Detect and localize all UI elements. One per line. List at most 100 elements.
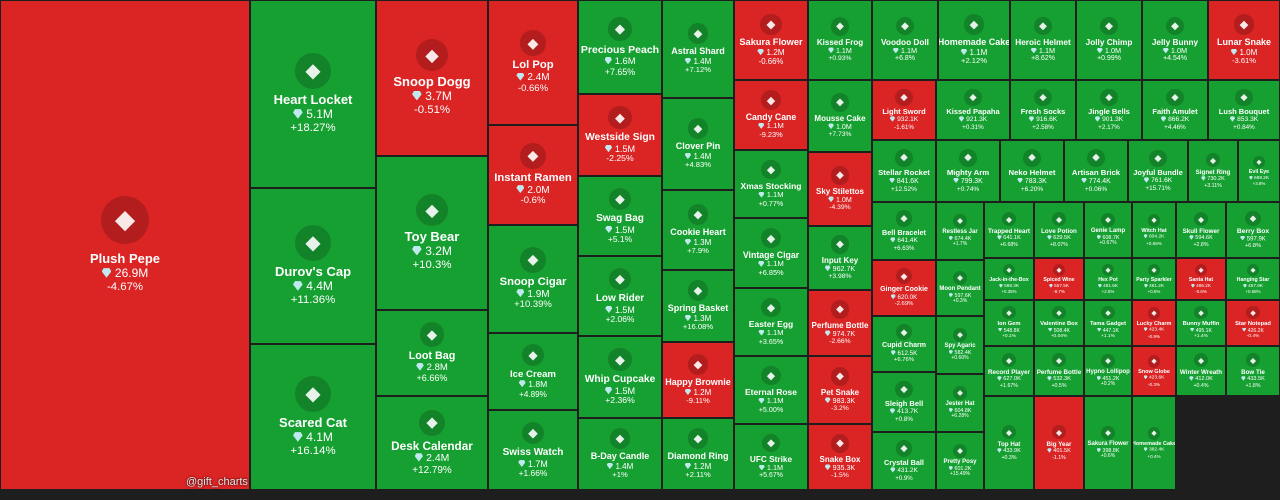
tile-toy-bear[interactable]: ◆ Toy Bear 3.2M +10.3% bbox=[376, 156, 488, 310]
tile-b-day-candle[interactable]: ◆ B-Day Candle 1.4M +1% bbox=[578, 418, 662, 490]
tile-value: 1.1M bbox=[1030, 46, 1055, 55]
tile-berry-box[interactable]: ◆ Berry Box 597.9K +6.8% bbox=[1226, 202, 1280, 258]
tile-sleigh-bell[interactable]: ◆ Sleigh Bell 413.7K +0.8% bbox=[872, 372, 936, 432]
tile-stellar-rocket[interactable]: ◆ Stellar Rocket 841.6K +12.52% bbox=[872, 140, 936, 202]
tile-eternal-rose[interactable]: ◆ Eternal Rose 1.1M +5.00% bbox=[734, 356, 808, 424]
tile-homemade-cake[interactable]: ◆ Homemade Cake 1.1M +2.12% bbox=[938, 0, 1010, 80]
tile-scared-cat[interactable]: ◆ Scared Cat 4.1M +16.14% bbox=[250, 344, 376, 490]
tile-top-hat[interactable]: ◆ Top Hat 433.9K +0.3% bbox=[984, 396, 1034, 490]
tile-swag-bag[interactable]: ◆ Swag Bag 1.5M +5.1% bbox=[578, 176, 662, 256]
tile-cupid-charm[interactable]: ◆ Cupid Charm 612.5K +6.76% bbox=[872, 316, 936, 372]
tile-tama-gadget[interactable]: ◆ Tama Gadget 447.1K +1.1% bbox=[1084, 300, 1132, 346]
tile-ufc-strike[interactable]: ◆ UFC Strike 1.1M +5.67% bbox=[734, 424, 808, 490]
tile-trapped-heart[interactable]: ◆ Trapped Heart 641.1K +6.68% bbox=[984, 202, 1034, 258]
tile-ice-cream[interactable]: ◆ Ice Cream 1.8M +4.89% bbox=[488, 333, 578, 410]
tile-hypno-lollipop[interactable]: ◆ Hypno Lollipop 451.2K +0.2% bbox=[1084, 346, 1132, 396]
tile-lucky-charm[interactable]: ◆ Lucky Charm 423.4K -0.9% bbox=[1132, 300, 1176, 346]
tile-bow-tie[interactable]: ◆ Bow Tie 433.5K +1.8% bbox=[1226, 346, 1280, 396]
tile-instant-ramen[interactable]: ◆ Instant Ramen 2.0M -0.6% bbox=[488, 125, 578, 225]
tile-snoop-cigar[interactable]: ◆ Snoop Cigar 1.9M +10.39% bbox=[488, 225, 578, 333]
tile-plush-pepe[interactable]: ◆ Plush Pepe 26.9M -4.67% bbox=[0, 0, 250, 490]
tile-valentine-box[interactable]: ◆ Valentine Box 508.4K +0.04% bbox=[1034, 300, 1084, 346]
tile-precious-peach[interactable]: ◆ Precious Peach 1.6M +7.65% bbox=[578, 0, 662, 94]
tile-snoop-dogg[interactable]: ◆ Snoop Dogg 3.7M -0.51% bbox=[376, 0, 488, 156]
tile-crystal-ball[interactable]: ◆ Crystal Ball 431.2K +0.9% bbox=[872, 432, 936, 490]
tile-kissed-frog[interactable]: ◆ Kissed Frog 1.1M +0.93% bbox=[808, 0, 872, 80]
tile-faith-amulet[interactable]: ◆ Faith Amulet 866.2K +4.46% bbox=[1142, 80, 1208, 140]
tile-joyful-bundle[interactable]: ◆ Joyful Bundle 761.6K +15.71% bbox=[1128, 140, 1188, 202]
tile-winter-wreath[interactable]: ◆ Winter Wreath 412.0K +0.4% bbox=[1176, 346, 1226, 396]
big-year-icon: ◆ bbox=[1051, 425, 1067, 440]
tile-snow-globe[interactable]: ◆ Snow Globe 423.6K -0.3% bbox=[1132, 346, 1176, 396]
tile-light-sword[interactable]: ◆ Light Sword 932.1K -1.61% bbox=[872, 80, 936, 140]
tile-input-key[interactable]: ◆ Input Key 962.7K +3.98% bbox=[808, 226, 872, 290]
tile-jester-hat[interactable]: ◆ Jester Hat 604.8K +6.28% bbox=[936, 374, 984, 432]
tile-easter-egg[interactable]: ◆ Easter Egg 1.1M +3.65% bbox=[734, 288, 808, 356]
tile-astral-shard[interactable]: ◆ Astral Shard 1.4M +7.12% bbox=[662, 0, 734, 98]
tile-moon-pendant[interactable]: ◆ Moon Pendant 597.6K +0.3% bbox=[936, 260, 984, 316]
tile-bell-bracelet[interactable]: ◆ Bell Bracelet 641.4K +6.63% bbox=[872, 202, 936, 260]
tile-restless-jar[interactable]: ◆ Restless Jar 674.4K +1.7% bbox=[936, 202, 984, 260]
tile-desk-calendar[interactable]: ◆ Desk Calendar 2.4M +12.79% bbox=[376, 396, 488, 490]
tile-low-rider[interactable]: ◆ Low Rider 1.5M +2.06% bbox=[578, 256, 662, 336]
diamond-icon bbox=[758, 397, 765, 404]
tile-perfume-bottle[interactable]: ◆ Perfume Bottle 532.3K +0.5% bbox=[1034, 346, 1084, 396]
tile-lunar-snake[interactable]: ◆ Lunar Snake 1.0M -3.61% bbox=[1208, 0, 1280, 80]
tile-mighty-arm[interactable]: ◆ Mighty Arm 799.3K +0.74% bbox=[936, 140, 1000, 202]
tile-jack-in-the-box[interactable]: ◆ Jack-in-the-Box 588.3K +0.35% bbox=[984, 258, 1034, 300]
tile-candy-cane[interactable]: ◆ Candy Cane 1.1M -9.23% bbox=[734, 80, 808, 150]
tile-lush-bouquet[interactable]: ◆ Lush Bouquet 853.3K +0.84% bbox=[1208, 80, 1280, 140]
tile-santa-hat[interactable]: ◆ Santa Hat 486.2K -0.6% bbox=[1176, 258, 1226, 300]
tile-cookie-heart[interactable]: ◆ Cookie Heart 1.3M +7.9% bbox=[662, 190, 734, 270]
tile-jelly-bunny[interactable]: ◆ Jelly Bunny 1.0M +4.54% bbox=[1142, 0, 1208, 80]
tile-durov-s-cap[interactable]: ◆ Durov's Cap 4.4M +11.36% bbox=[250, 188, 376, 344]
tile-party-sparkler[interactable]: ◆ Party Sparkler 461.2K +0.5% bbox=[1132, 258, 1176, 300]
tile-pretty-posy[interactable]: ◆ Pretty Posy 601.2K +15.49% bbox=[936, 432, 984, 490]
tile-whip-cupcake[interactable]: ◆ Whip Cupcake 1.5M +2.36% bbox=[578, 336, 662, 418]
tile-spring-basket[interactable]: ◆ Spring Basket 1.3M +16.08% bbox=[662, 270, 734, 342]
tile-snake-box[interactable]: ◆ Snake Box 935.3K -1.5% bbox=[808, 424, 872, 490]
tile-loot-bag[interactable]: ◆ Loot Bag 2.8M +6.66% bbox=[376, 310, 488, 396]
tile-ion-gem[interactable]: ◆ Ion Gem 548.8K +0.1% bbox=[984, 300, 1034, 346]
tile-spy-agaric[interactable]: ◆ Spy Agaric 582.4K +0.60% bbox=[936, 316, 984, 374]
tile-evil-eye[interactable]: ◆ Evil Eye 688.2K +3.8% bbox=[1238, 140, 1280, 202]
tile-jolly-chimp[interactable]: ◆ Jolly Chimp 1.0M +0.99% bbox=[1076, 0, 1142, 80]
tile-clover-pin[interactable]: ◆ Clover Pin 1.4M +4.83% bbox=[662, 98, 734, 190]
tile-big-year[interactable]: ◆ Big Year 401.5K -1.1% bbox=[1034, 396, 1084, 490]
tile-skull-flower[interactable]: ◆ Skull Flower 594.6K +2.8% bbox=[1176, 202, 1226, 258]
tile-ginger-cookie[interactable]: ◆ Ginger Cookie 620.0K -2.69% bbox=[872, 260, 936, 316]
tile-pet-snake[interactable]: ◆ Pet Snake 983.3K -3.2% bbox=[808, 356, 872, 424]
tile-bunny-muffin[interactable]: ◆ Bunny Muffin 495.1K +1.4% bbox=[1176, 300, 1226, 346]
tile-love-potion[interactable]: ◆ Love Potion 629.5K +8.07% bbox=[1034, 202, 1084, 258]
tile-artisan-brick[interactable]: ◆ Artisan Brick 774.4K +0.06% bbox=[1064, 140, 1128, 202]
tile-happy-brownie[interactable]: ◆ Happy Brownie 1.2M -9.11% bbox=[662, 342, 734, 418]
diamond-icon bbox=[758, 329, 765, 336]
tile-sakura-flower[interactable]: ◆ Sakura Flower 1.2M -0.66% bbox=[734, 0, 808, 80]
tile-kissed-papaha[interactable]: ◆ Kissed Papaha 921.3K +0.31% bbox=[936, 80, 1010, 140]
tile-hex-pot[interactable]: ◆ Hex Pot 481.6K +2.6% bbox=[1084, 258, 1132, 300]
tile-mousse-cake[interactable]: ◆ Mousse Cake 1.0M +7.73% bbox=[808, 80, 872, 152]
tile-heroic-helmet[interactable]: ◆ Heroic Helmet 1.1M +8.62% bbox=[1010, 0, 1076, 80]
tile-heart-locket[interactable]: ◆ Heart Locket 5.1M +18.27% bbox=[250, 0, 376, 188]
tile-sakura-flower[interactable]: ◆ Sakura Flower 398.8K +0.6% bbox=[1084, 396, 1132, 490]
tile-diamond-ring[interactable]: ◆ Diamond Ring 1.2M +2.11% bbox=[662, 418, 734, 490]
tile-vintage-cigar[interactable]: ◆ Vintage Cigar 1.1M +6.85% bbox=[734, 218, 808, 288]
tile-star-notepad[interactable]: ◆ Star Notepad 426.2K -0.4% bbox=[1226, 300, 1280, 346]
tile-record-player[interactable]: ◆ Record Player 627.0K +1.67% bbox=[984, 346, 1034, 396]
tile-fresh-socks[interactable]: ◆ Fresh Socks 916.6K +2.58% bbox=[1010, 80, 1076, 140]
tile-witch-hat[interactable]: ◆ Witch Hat 604.2K +0.66% bbox=[1132, 202, 1176, 258]
tile-voodoo-doll[interactable]: ◆ Voodoo Doll 1.1M +6.8% bbox=[872, 0, 938, 80]
tile-homemade-cake[interactable]: ◆ Homemade Cake 382.4K +0.4% bbox=[1132, 396, 1176, 490]
tile-lol-pop[interactable]: ◆ Lol Pop 2.4M -0.66% bbox=[488, 0, 578, 125]
tile-perfume-bottle[interactable]: ◆ Perfume Bottle 974.7K -2.66% bbox=[808, 290, 872, 356]
tile-hanging-star[interactable]: ◆ Hanging Star 457.9K +0.68% bbox=[1226, 258, 1280, 300]
tile-sky-stilettos[interactable]: ◆ Sky Stilettos 1.0M -4.39% bbox=[808, 152, 872, 226]
tile-neko-helmet[interactable]: ◆ Neko Helmet 783.3K +6.20% bbox=[1000, 140, 1064, 202]
tile-signet-ring[interactable]: ◆ Signet Ring 730.2K +3.11% bbox=[1188, 140, 1238, 202]
tile-spiced-wine[interactable]: ◆ Spiced Wine 557.5K -8.7% bbox=[1034, 258, 1084, 300]
tile-westside-sign[interactable]: ◆ Westside Sign 1.5M -2.25% bbox=[578, 94, 662, 176]
tile-swiss-watch[interactable]: ◆ Swiss Watch 1.7M +1.66% bbox=[488, 410, 578, 490]
tile-jingle-bells[interactable]: ◆ Jingle Bells 901.3K +2.17% bbox=[1076, 80, 1142, 140]
tile-genie-lamp[interactable]: ◆ Genie Lamp 608.7K +0.67% bbox=[1084, 202, 1132, 258]
tile-xmas-stocking[interactable]: ◆ Xmas Stocking 1.1M +0.77% bbox=[734, 150, 808, 218]
